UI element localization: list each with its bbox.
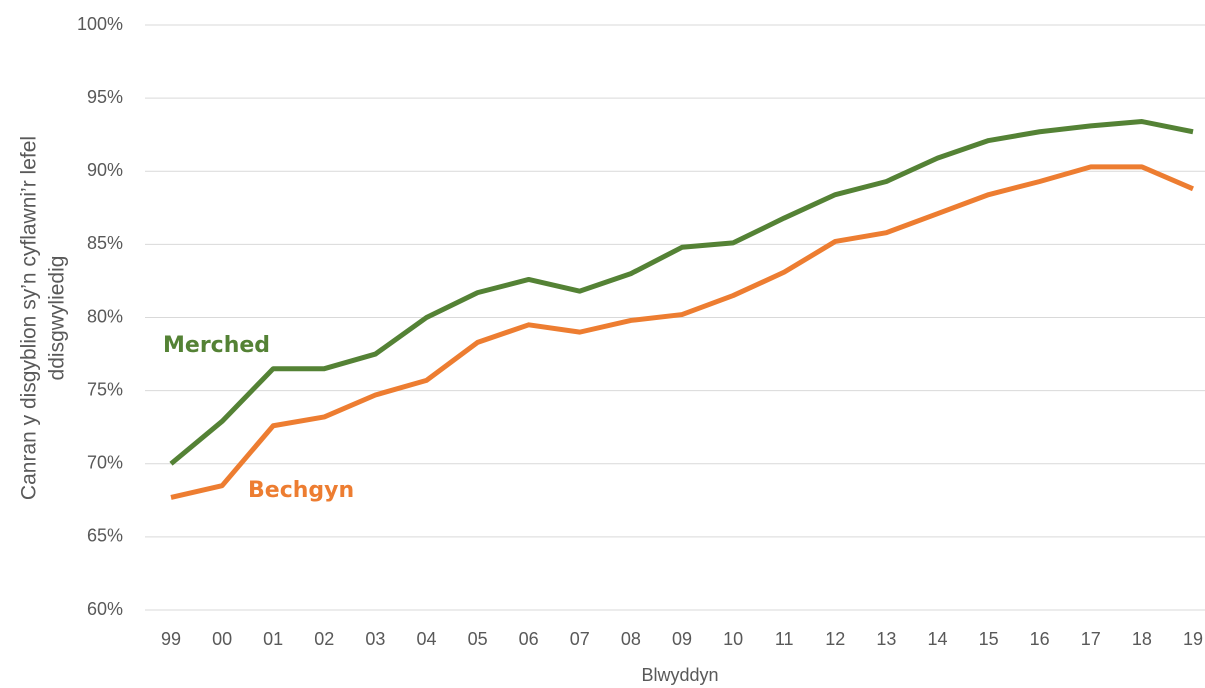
x-tick-label: 99 — [161, 629, 181, 649]
x-tick-label: 11 — [775, 629, 794, 649]
x-tick-label: 15 — [979, 629, 999, 649]
y-tick-label: 100% — [77, 14, 123, 34]
data-line — [170, 164, 1194, 500]
y-tick-label: 75% — [87, 379, 123, 399]
x-tick-label: 17 — [1081, 629, 1101, 649]
series-label: Bechgyn — [248, 478, 354, 503]
y-axis-label: Canran y disgyblion sy’n cyflawni’r lefe… — [18, 136, 41, 500]
x-tick-label: 03 — [365, 629, 385, 649]
x-tick-label: 05 — [468, 629, 488, 649]
x-tick-label: 06 — [519, 629, 539, 649]
x-tick-label: 08 — [621, 629, 641, 649]
x-tick-label: 12 — [825, 629, 845, 649]
x-tick-label: 19 — [1183, 629, 1203, 649]
y-tick-label: 70% — [87, 453, 123, 473]
y-tick-label: 60% — [87, 599, 123, 619]
x-tick-label: 09 — [672, 629, 692, 649]
x-tick-label: 13 — [876, 629, 896, 649]
x-tick-label: 18 — [1132, 629, 1152, 649]
x-tick-label: 00 — [212, 629, 232, 649]
y-tick-label: 65% — [87, 526, 123, 546]
x-tick-label: 02 — [314, 629, 334, 649]
series-label: Merched — [163, 333, 270, 358]
data-line — [169, 119, 1194, 466]
x-tick-label: 14 — [927, 629, 947, 649]
x-tick-label: 01 — [263, 629, 283, 649]
x-tick-label: 10 — [723, 629, 743, 649]
y-tick-label: 80% — [87, 306, 123, 326]
y-tick-label: 95% — [87, 87, 123, 107]
x-tick-label: 04 — [416, 629, 436, 649]
x-axis-label: Blwyddyn — [641, 665, 718, 685]
y-tick-label: 90% — [87, 160, 123, 180]
y-axis-label: ddisgwyliedig — [46, 256, 69, 381]
x-tick-label: 16 — [1030, 629, 1050, 649]
x-tick-label: 07 — [570, 629, 590, 649]
y-tick-label: 85% — [87, 233, 123, 253]
